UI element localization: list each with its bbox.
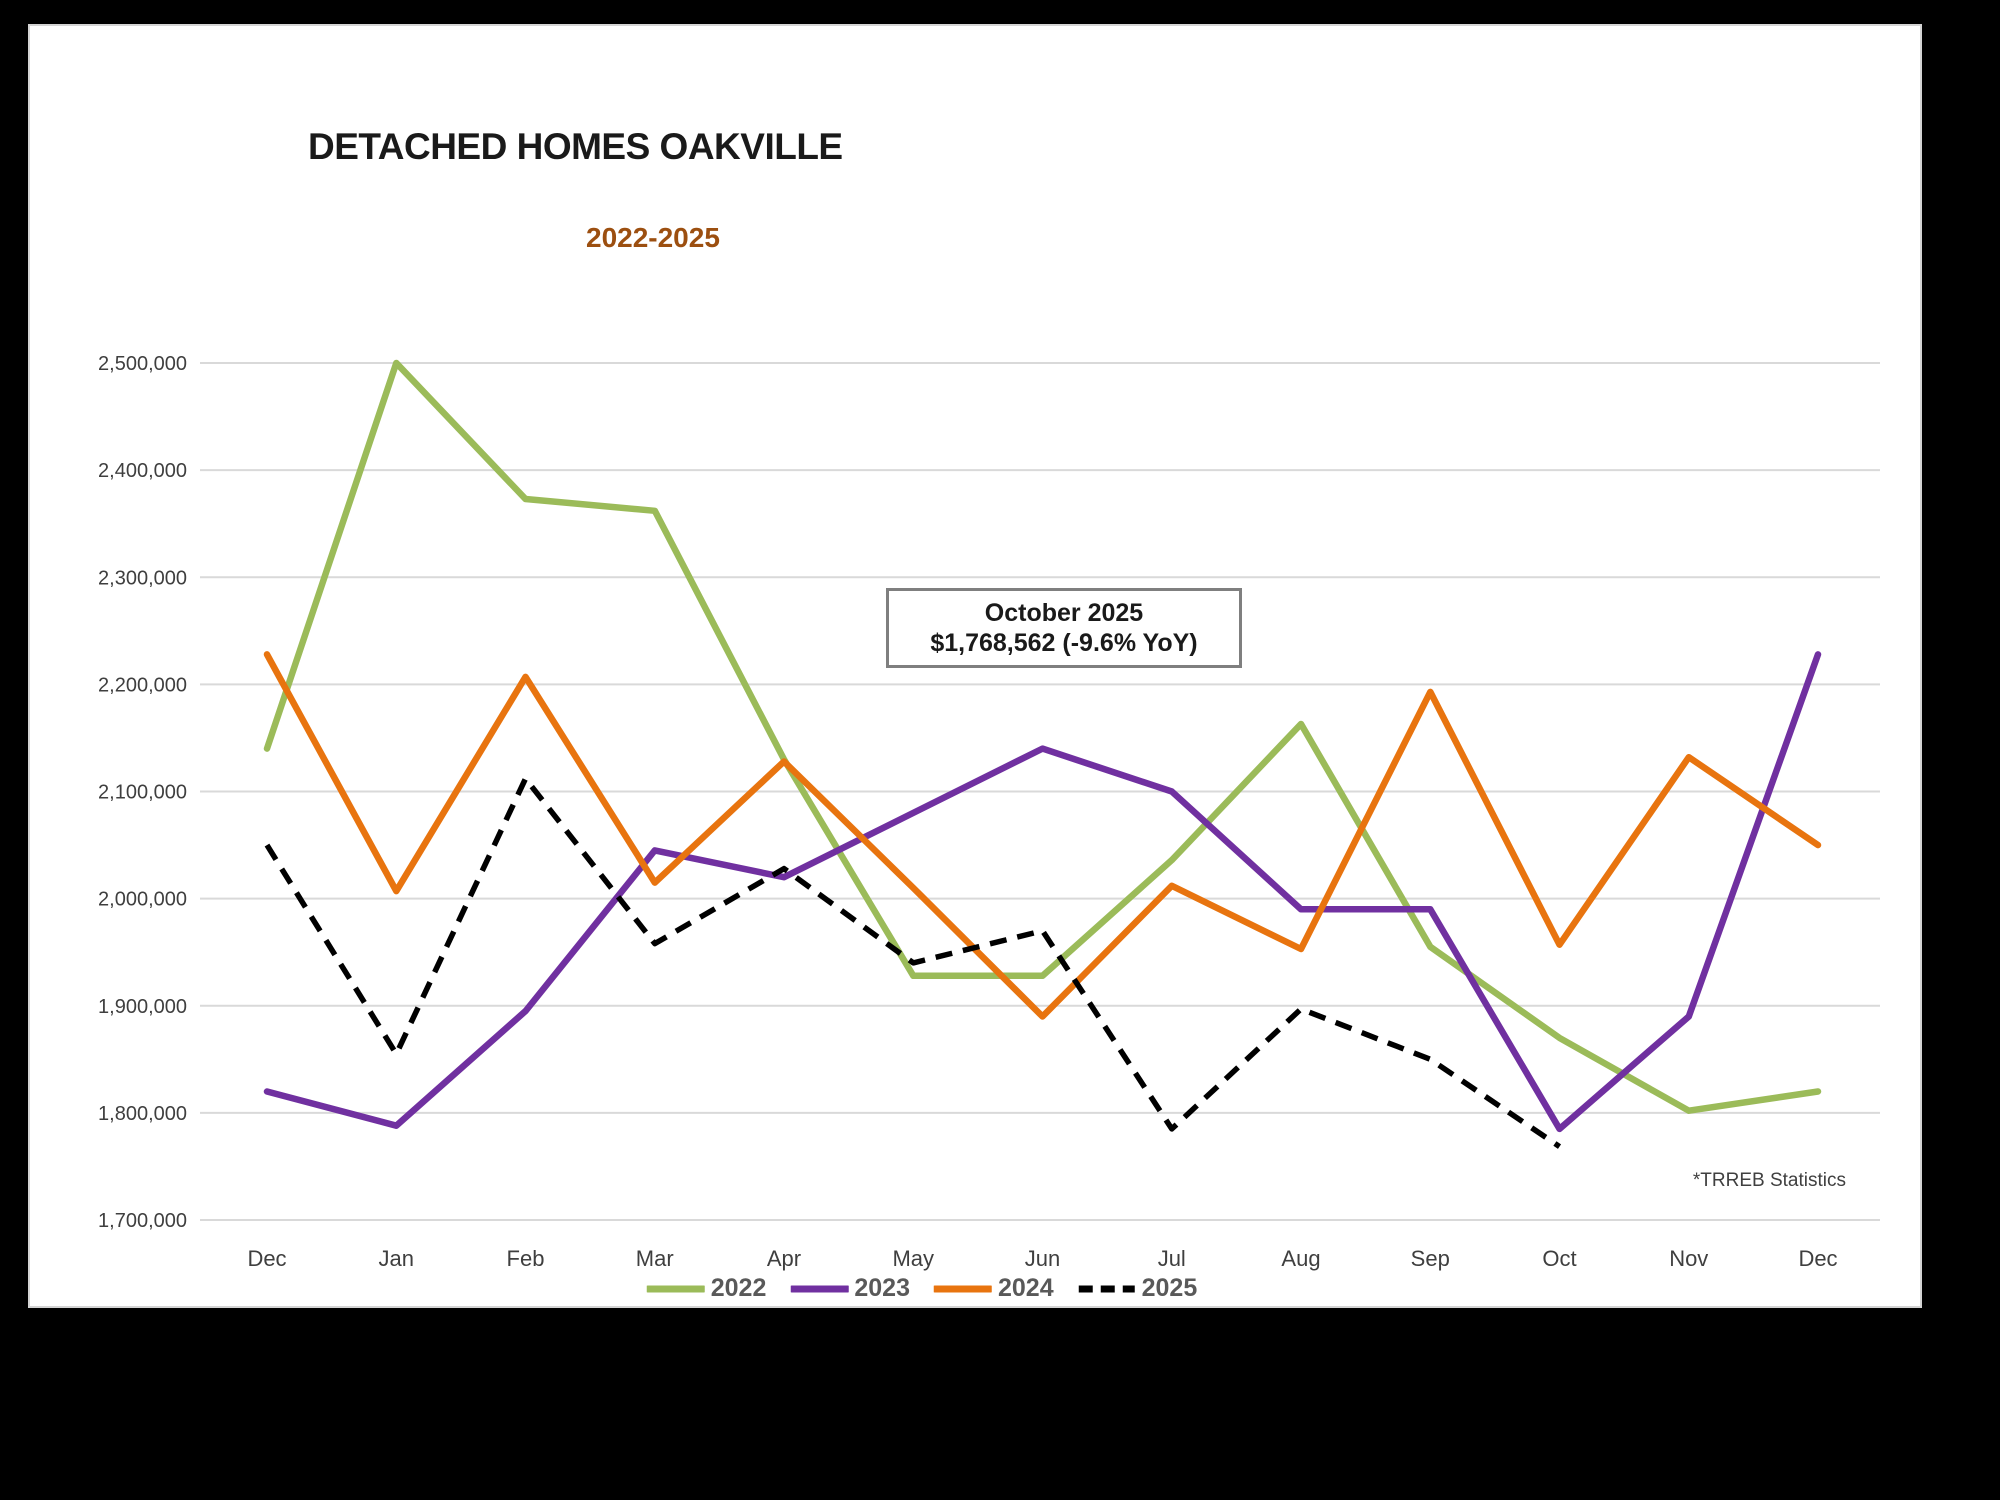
y-axis-tick: 2,200,000 [98, 674, 187, 696]
chart-svg: 1,700,000 1,800,000 1,900,000 2,000,000 2,10… [98, 353, 1880, 1271]
legend-item-2023: 2023 [790, 1274, 910, 1303]
y-axis-tick: 2,000,000 [98, 889, 187, 911]
legend-label-2024: 2024 [998, 1274, 1054, 1302]
x-axis-label: Dec [1798, 1246, 1837, 1271]
annotation-value: $1,768,562 (-9.6% YoY) [930, 629, 1198, 657]
annotation-box: October 2025 $1,768,562 (-9.6% YoY) [886, 588, 1242, 668]
series-line-2023 [263, 651, 1822, 1133]
chart-canvas: 1,700,000 1,800,000 1,900,000 2,000,000 2,10… [28, 24, 1922, 1308]
y-axis-tick: 2,400,000 [98, 460, 187, 482]
legend-item-2025: 2025 [1078, 1274, 1198, 1303]
legend-label-2023: 2023 [854, 1274, 910, 1302]
legend-swatch-2023 [790, 1285, 849, 1292]
y-axis-tick: 2,100,000 [98, 782, 187, 804]
x-axis-label: Feb [507, 1246, 545, 1271]
series-line-2024 [263, 651, 1822, 1020]
legend-label-2025: 2025 [1141, 1274, 1198, 1302]
y-axis-tick: 2,500,000 [98, 353, 187, 375]
x-axis-label: Jul [1158, 1246, 1186, 1271]
legend-swatch-2025 [1078, 1285, 1135, 1292]
chart-title: DETACHED HOMES OAKVILLE [308, 126, 843, 167]
series-line-2022 [263, 359, 1822, 1114]
legend-swatch-2024 [934, 1285, 992, 1292]
legend-item-2022: 2022 [646, 1274, 767, 1303]
chart-subtitle: 2022-2025 [586, 222, 720, 253]
chart-legend: 2022 2023 2024 2025 [646, 1274, 1198, 1303]
x-axis-label: May [892, 1246, 934, 1271]
legend-item-2024: 2024 [934, 1274, 1054, 1303]
x-axis-label: Apr [767, 1246, 801, 1271]
x-axis-label: Aug [1281, 1246, 1320, 1271]
y-axis-tick: 1,700,000 [98, 1210, 187, 1232]
x-axis-label: Dec [247, 1246, 286, 1271]
y-axis-tick: 1,800,000 [98, 1103, 187, 1125]
annotation-month: October 2025 [984, 598, 1144, 627]
x-axis-label: Jan [379, 1246, 414, 1271]
x-axis-label: Jun [1025, 1246, 1060, 1271]
x-axis-label: Oct [1542, 1246, 1576, 1271]
legend-swatch-2022 [646, 1285, 705, 1292]
series-line-2025 [264, 775, 1562, 1149]
x-axis-label: Mar [636, 1246, 674, 1271]
source-footnote: *TRREB Statistics [1692, 1170, 1846, 1191]
x-axis-label: Nov [1669, 1246, 1708, 1271]
legend-label-2022: 2022 [710, 1274, 767, 1302]
x-axis-label: Sep [1411, 1246, 1450, 1271]
y-axis-tick: 1,900,000 [98, 996, 187, 1018]
y-axis-tick: 2,300,000 [98, 567, 187, 589]
